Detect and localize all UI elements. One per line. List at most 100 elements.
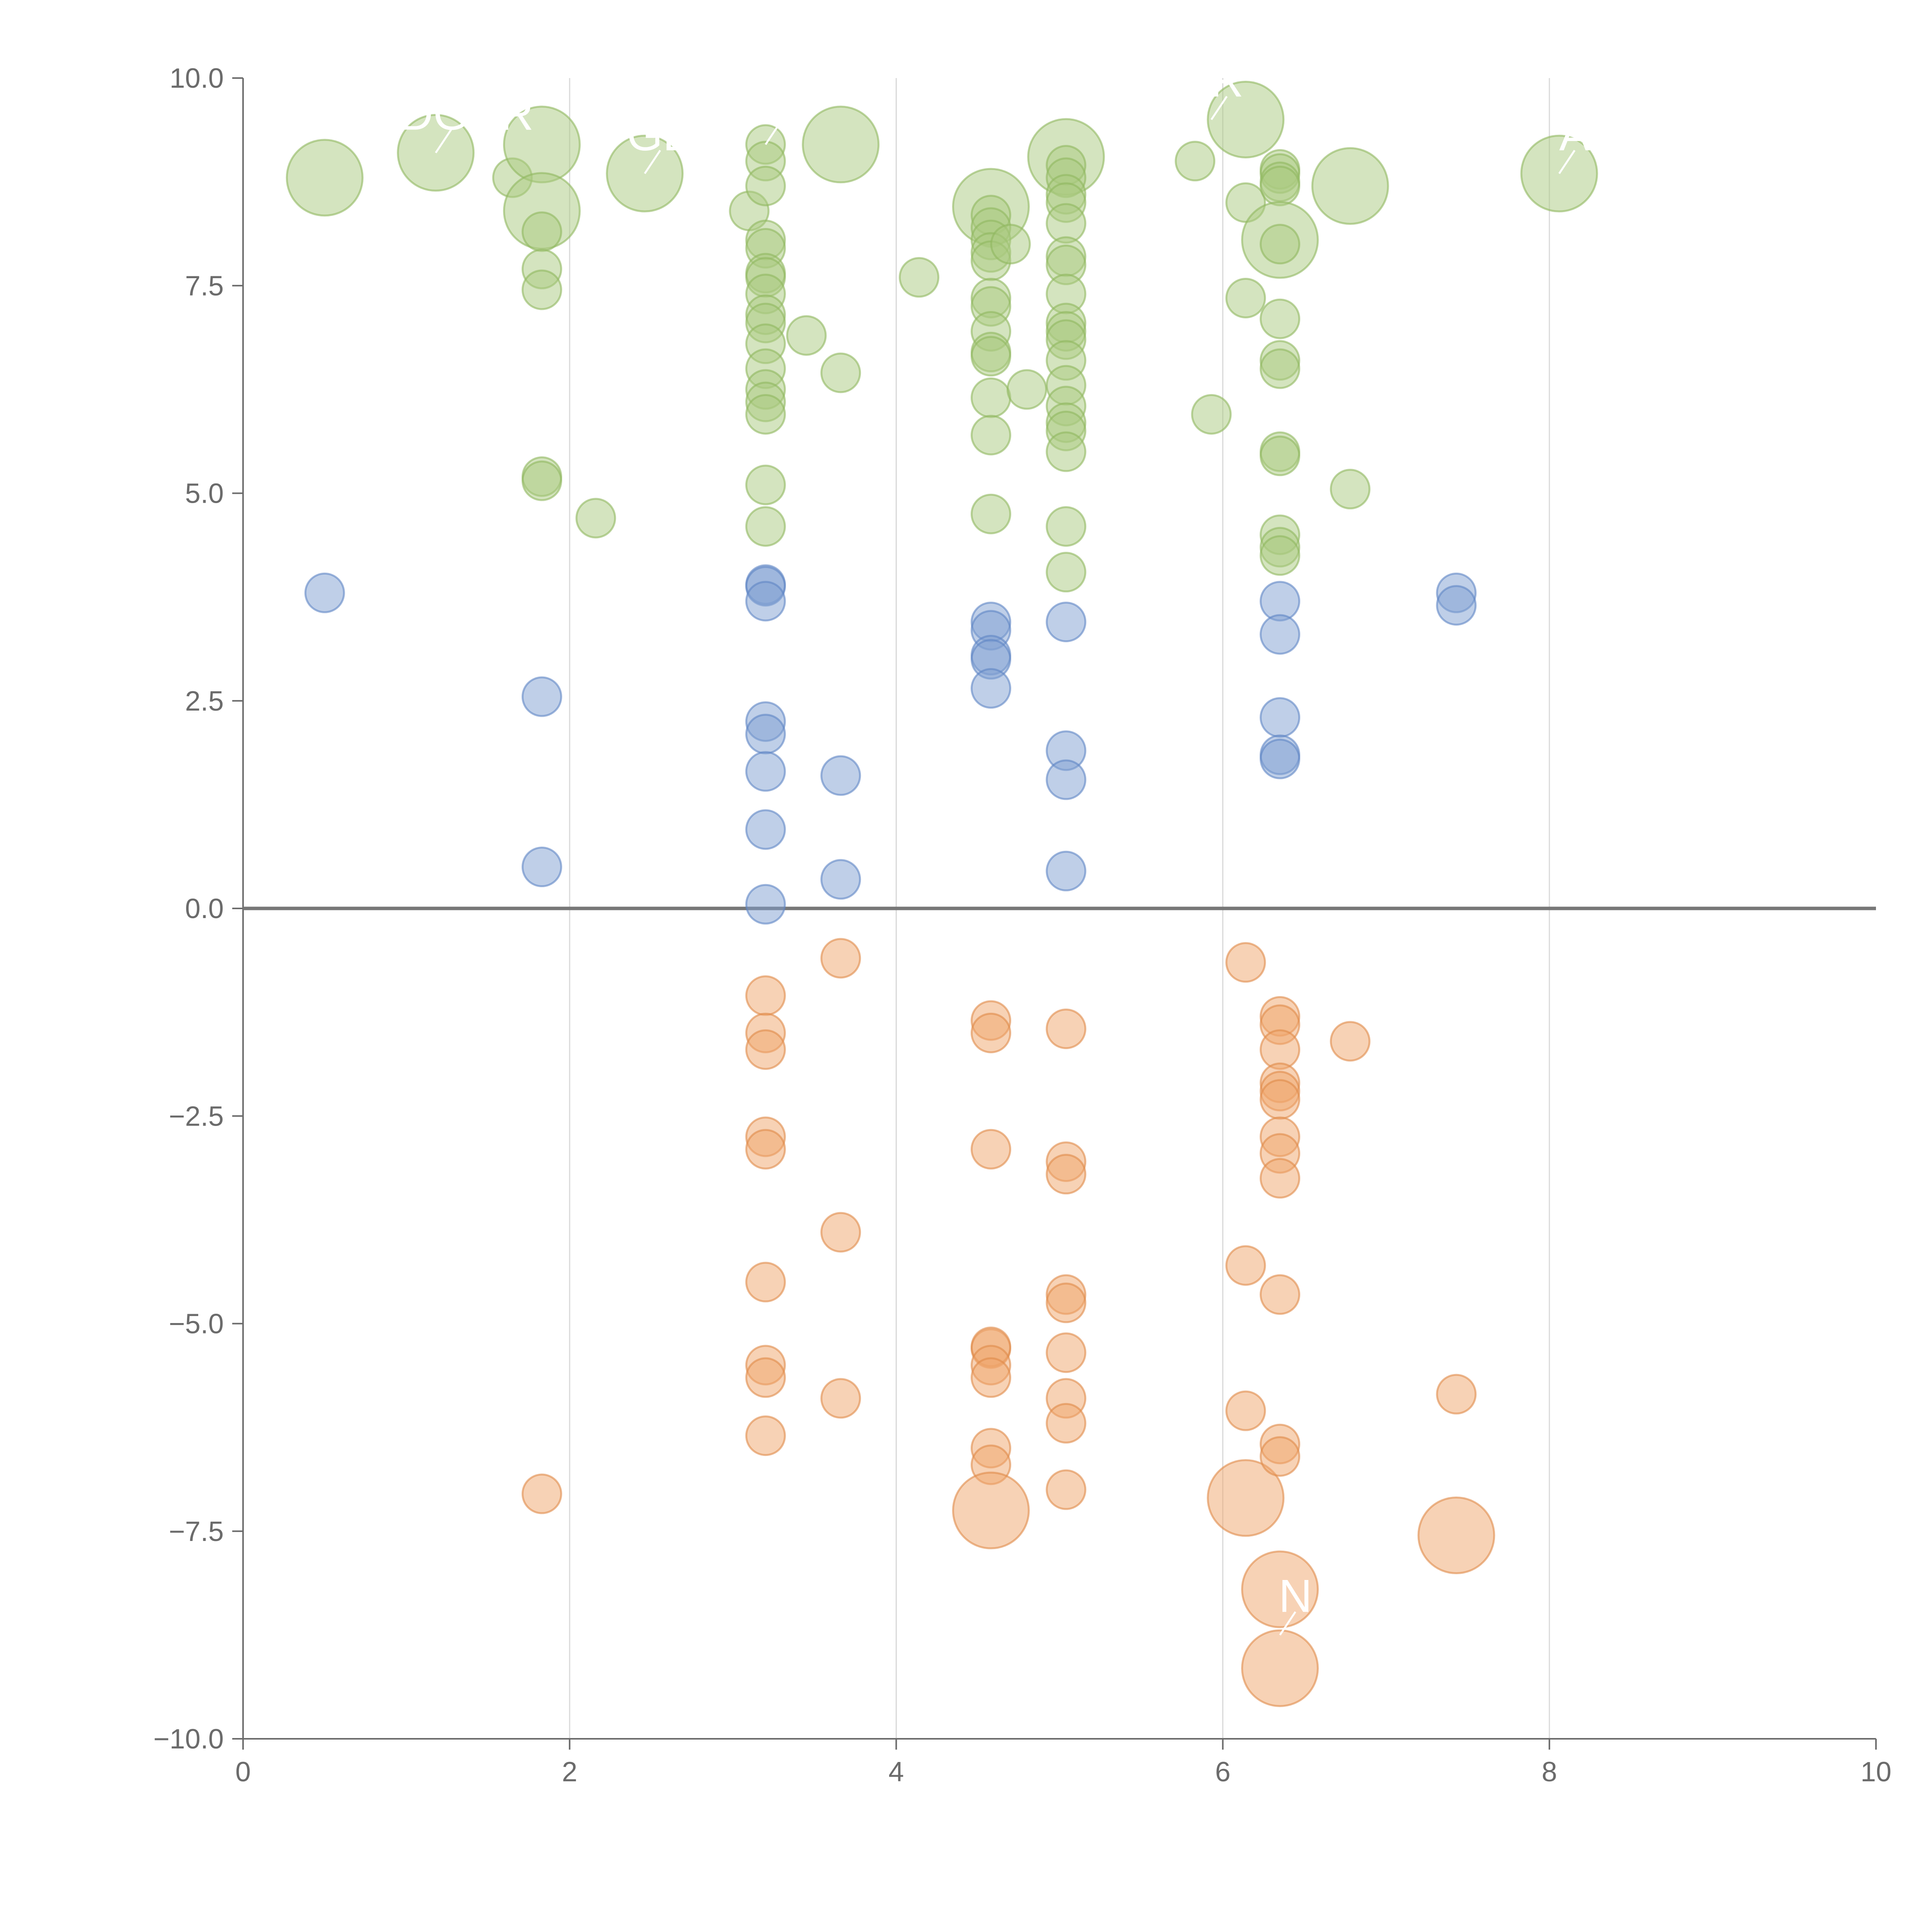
bubble-point-low: [820, 938, 861, 979]
bubble-point-mid: [1436, 585, 1477, 626]
annotation-label: A: [1559, 109, 1590, 160]
bubble-point-low: [971, 1357, 1012, 1398]
bubble-point-low: [1207, 1459, 1285, 1537]
bubble-point-low: [1046, 1332, 1087, 1373]
bubble-point-low: [745, 1415, 786, 1456]
bubble-point-low: [1241, 1550, 1319, 1628]
annotation-leader: [644, 150, 661, 174]
bubble-point-high: [575, 498, 616, 539]
bubble-point-low: [1225, 1390, 1266, 1431]
bubble-point-mid: [521, 847, 562, 888]
bubble-point-high: [1260, 165, 1301, 206]
bubble-point-high: [971, 377, 1012, 418]
annotation-layer: ADGER GE R R A N: [369, 54, 1590, 1636]
annotation-label: R: [764, 80, 798, 131]
y-tick-label: −7.5: [169, 1516, 224, 1547]
y-tick-label: 2.5: [185, 686, 224, 717]
bubble-point-mid: [745, 581, 786, 622]
bubble-point-high: [1260, 348, 1301, 389]
bubble-point-mid: [1046, 602, 1087, 643]
bubble-point-mid: [1046, 850, 1087, 891]
bubble-point-mid: [820, 755, 861, 796]
y-tick-label: 5.0: [185, 478, 224, 509]
bubble-point-high: [820, 352, 861, 393]
bubble-point-high: [1311, 147, 1389, 225]
bubble-point-high: [286, 139, 364, 217]
bubble-point-high: [1225, 277, 1266, 318]
bubble-point-high: [745, 394, 786, 435]
y-tick-label: 10.0: [170, 63, 224, 94]
bubble-point-low: [745, 1262, 786, 1303]
bubble-point-low: [1046, 1469, 1087, 1510]
bubble-point-low: [1260, 1274, 1301, 1315]
bubble-point-low: [745, 1029, 786, 1070]
bubble-point-low: [1046, 1403, 1087, 1444]
bubble-point-low: [1241, 1629, 1319, 1707]
bubble-point-low: [1046, 1154, 1087, 1195]
annotation-leader: [1558, 150, 1576, 174]
bubble-point-high: [745, 506, 786, 547]
bubble-point-high: [1046, 431, 1087, 472]
y-tick-label: −2.5: [169, 1101, 224, 1132]
bubble-layer: [286, 80, 1598, 1707]
bubble-point-low: [1260, 1436, 1301, 1477]
y-tick-label: −10.0: [153, 1724, 224, 1755]
bubble-point-high: [1207, 80, 1285, 158]
bubble-point-mid: [1260, 697, 1301, 738]
annotation-leader: [1279, 1611, 1296, 1636]
bubble-point-high: [1260, 535, 1301, 576]
bubble-point-low: [1330, 1021, 1371, 1062]
bubble-point-high: [971, 415, 1012, 456]
bubble-point-low: [1417, 1496, 1495, 1574]
bubble-point-low: [1225, 942, 1266, 983]
bubble-point-mid: [521, 676, 562, 717]
bubble-point-high: [899, 257, 940, 298]
bubble-point-low: [1260, 1079, 1301, 1120]
bubble-point-high: [1006, 369, 1047, 410]
y-tick-label: 7.5: [185, 270, 224, 301]
y-tick-label: 0.0: [185, 893, 224, 924]
annotation-label: R: [1210, 54, 1244, 106]
bubble-point-low: [745, 1129, 786, 1170]
bubble-point-high: [521, 460, 562, 501]
bubble-point-high: [1260, 298, 1301, 339]
bubble-point-low: [1436, 1374, 1477, 1415]
bubble-point-low: [952, 1471, 1030, 1549]
bubble-point-high: [802, 105, 880, 184]
annotation-leader: [435, 129, 452, 153]
bubble-point-high: [971, 493, 1012, 534]
bubble-point-low: [820, 1212, 861, 1253]
bubble-point-high: [990, 224, 1031, 265]
x-tick-label: 6: [1215, 1757, 1231, 1787]
bubble-point-high: [521, 269, 562, 310]
bubble-point-mid: [745, 714, 786, 755]
axis-layer: 0 2 4 6 8 10 10.0 7.5 5.0 2.5 0.0 −2.5 −5.0 −7.5 −10.0: [153, 63, 1891, 1787]
bubble-point-low: [820, 1378, 861, 1419]
annotation-label: N: [1279, 1570, 1312, 1622]
annotation-leader: [765, 121, 782, 145]
bubble-point-mid: [820, 859, 861, 900]
bubble-point-low: [521, 1473, 562, 1514]
bubble-point-low: [745, 1357, 786, 1398]
bubble-point-high: [971, 336, 1012, 377]
bubble-point-low: [745, 975, 786, 1016]
x-tick-label: 8: [1542, 1757, 1557, 1787]
bubble-point-low: [1046, 1009, 1087, 1049]
bubble-point-low: [1046, 1282, 1087, 1323]
bubble-point-low: [1225, 1245, 1266, 1286]
bubble-point-high: [1175, 141, 1216, 182]
bubble-point-high: [745, 165, 786, 206]
bubble-point-high: [1260, 224, 1301, 265]
bubble-point-low: [971, 1129, 1012, 1170]
bubble-point-mid: [745, 884, 786, 925]
bubble-point-mid: [1260, 738, 1301, 779]
bubble-point-mid: [304, 572, 345, 613]
bubble-point-high: [745, 464, 786, 505]
bubble-point-low: [971, 1012, 1012, 1053]
bubble-point-high: [1046, 506, 1087, 547]
bubble-point-mid: [971, 668, 1012, 709]
bubble-point-high: [521, 211, 562, 252]
x-tick-label: 2: [562, 1757, 577, 1787]
